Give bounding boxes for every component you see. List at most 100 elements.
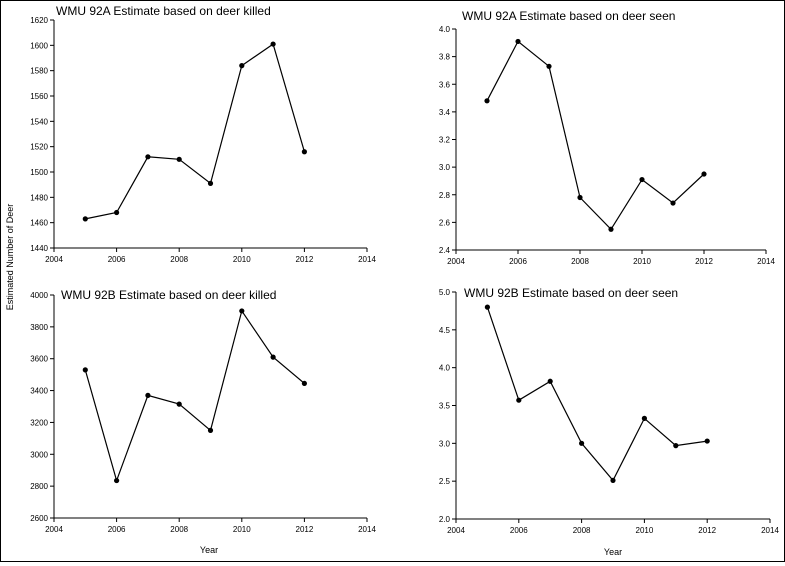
x-tick-label: 2008 xyxy=(571,257,589,266)
y-tick-label: 1500 xyxy=(30,168,48,177)
data-point xyxy=(673,443,679,449)
data-point xyxy=(641,415,648,421)
data-point xyxy=(207,180,214,186)
chart-92a-seen: 2.4 2.6 2.8 3.0 3.2 3.4 3.6 3.8 4.0 2004 2006 2008 2… xyxy=(439,9,776,266)
data-point xyxy=(114,209,120,216)
data-point xyxy=(270,41,276,47)
data-point xyxy=(145,392,151,398)
series-line xyxy=(85,43,305,220)
y-tick-label: 3.0 xyxy=(439,163,451,172)
y-tick-label: 2800 xyxy=(30,482,48,491)
x-tick-label: 2004 xyxy=(45,525,63,534)
y-tick-label: 3.0 xyxy=(439,439,451,448)
chart-title: WMU 92B Estimate based on deer killed xyxy=(61,288,276,302)
series-line xyxy=(486,40,705,231)
y-tick-label: 1620 xyxy=(30,16,48,25)
chart-title: WMU 92B Estimate based on deer seen xyxy=(464,286,678,300)
x-tick-label: 2012 xyxy=(698,526,716,535)
y-tick-label: 2600 xyxy=(30,514,48,523)
x-tick-label: 2012 xyxy=(296,525,314,534)
y-tick-label: 3.2 xyxy=(439,136,451,145)
y-tick-label: 4.0 xyxy=(439,364,451,373)
y-tick-label: 1540 xyxy=(30,117,48,126)
y-tick-label: 5.0 xyxy=(439,288,451,297)
x-tick-label: 2006 xyxy=(108,525,126,534)
y-tick-label: 1580 xyxy=(30,67,48,76)
x-tick-label: 2010 xyxy=(233,525,251,534)
data-point xyxy=(301,149,307,155)
data-point xyxy=(270,354,276,360)
data-point xyxy=(704,438,710,444)
y-tick-label: 3200 xyxy=(30,418,48,427)
x-tick-label: 2008 xyxy=(573,526,591,535)
y-tick-label: 4.0 xyxy=(439,25,451,34)
data-point xyxy=(608,226,614,232)
y-tick-label: 1600 xyxy=(30,41,48,50)
data-point xyxy=(82,367,88,373)
chart-92a-killed: 1440 1460 1480 1500 1520 1540 1560 1580 1600 1620… xyxy=(30,4,376,264)
x-tick-label: 2012 xyxy=(296,255,314,264)
data-point xyxy=(547,378,553,384)
series-line xyxy=(84,309,305,483)
data-point xyxy=(670,200,676,206)
y-tick-label: 4.5 xyxy=(439,326,451,335)
data-point xyxy=(176,156,182,162)
y-tick-label: 2.0 xyxy=(439,515,451,524)
y-tick-label: 2.6 xyxy=(439,218,451,227)
chart-title: WMU 92A Estimate based on deer seen xyxy=(462,9,675,23)
x-tick-label: 2010 xyxy=(633,257,651,266)
data-point xyxy=(639,176,645,183)
y-tick-label: 3.4 xyxy=(439,108,451,117)
data-point xyxy=(176,401,182,407)
data-point xyxy=(239,308,245,314)
y-tick-label: 3800 xyxy=(30,323,48,332)
chart-92b-killed: 2600 2800 3000 3200 3400 3600 3800 4000 2004 2006… xyxy=(30,288,376,534)
x-tick-label: 2004 xyxy=(45,255,63,264)
shared-x-axis-label-right: Year xyxy=(604,547,622,557)
y-tick-label: 2.4 xyxy=(439,246,451,255)
x-tick-label: 2010 xyxy=(636,526,654,535)
shared-x-axis-label-left: Year xyxy=(200,545,218,555)
x-tick-label: 2006 xyxy=(510,526,528,535)
chart-title: WMU 92A Estimate based on deer killed xyxy=(56,4,271,18)
data-point xyxy=(546,63,552,69)
data-point xyxy=(82,216,88,222)
x-tick-label: 2014 xyxy=(358,525,376,534)
y-tick-label: 1560 xyxy=(30,92,48,101)
x-tick-label: 2014 xyxy=(358,255,376,264)
data-point xyxy=(610,477,616,484)
data-point xyxy=(239,63,245,69)
data-point xyxy=(207,427,214,433)
y-tick-label: 3.8 xyxy=(439,53,451,62)
x-tick-label: 2004 xyxy=(447,526,465,535)
chart-92b-seen: 2.0 2.5 3.0 3.5 4.0 4.5 5.0 2004 2006 2008 2010 201… xyxy=(439,286,780,535)
x-tick-label: 2006 xyxy=(509,257,527,266)
y-tick-label: 3000 xyxy=(30,450,48,459)
data-point xyxy=(701,171,707,177)
y-tick-label: 3600 xyxy=(30,355,48,364)
data-point xyxy=(145,154,151,160)
x-tick-label: 2008 xyxy=(170,255,188,264)
data-point xyxy=(484,304,490,310)
data-point xyxy=(579,440,585,446)
data-point xyxy=(516,397,522,403)
data-point xyxy=(577,194,583,201)
series-line xyxy=(486,306,708,482)
x-tick-label: 2006 xyxy=(108,255,126,264)
y-tick-label: 1460 xyxy=(30,219,48,228)
y-tick-label: 3.5 xyxy=(439,402,451,411)
y-tick-label: 2.5 xyxy=(439,477,451,486)
x-tick-label: 2010 xyxy=(233,255,251,264)
y-tick-label: 1440 xyxy=(30,244,48,253)
y-tick-label: 2.8 xyxy=(439,191,451,200)
x-tick-label: 2004 xyxy=(447,257,465,266)
x-tick-label: 2014 xyxy=(757,257,775,266)
y-tick-label: 1520 xyxy=(30,143,48,152)
data-point xyxy=(515,38,521,45)
y-tick-label: 4000 xyxy=(30,291,48,300)
shared-y-axis-label: Estimated Number of Deer xyxy=(5,204,15,311)
data-point xyxy=(114,477,120,484)
y-tick-label: 3400 xyxy=(30,387,48,396)
data-point xyxy=(301,380,307,387)
y-tick-label: 3.6 xyxy=(439,80,451,89)
